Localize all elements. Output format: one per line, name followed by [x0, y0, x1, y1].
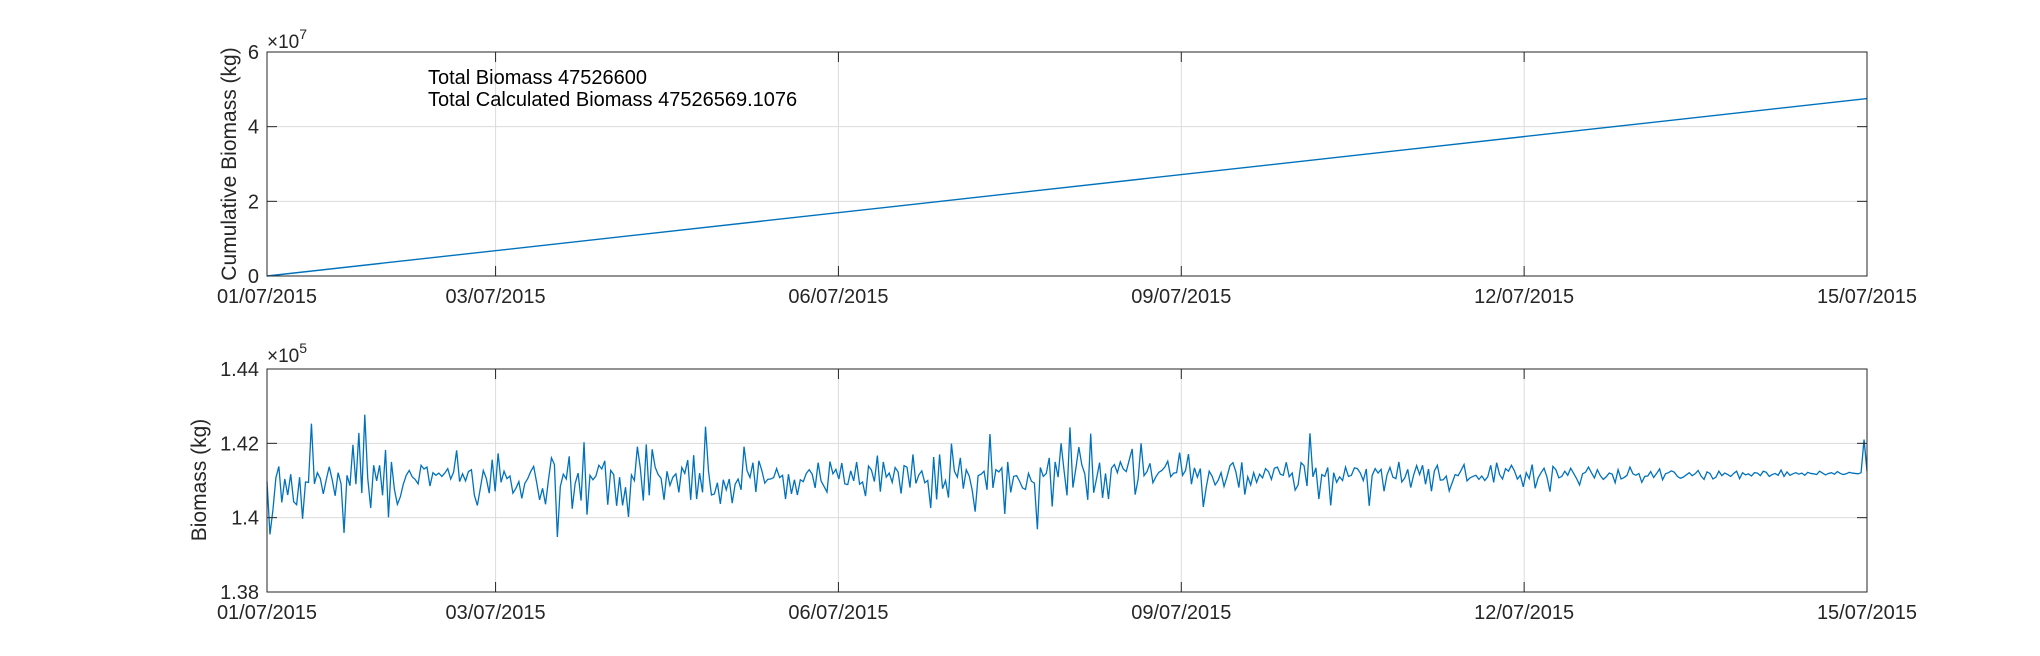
top-y-exponent-power: 7 [299, 26, 307, 42]
x-tick-label: 09/07/2015 [1131, 286, 1231, 308]
top-axes-box [266, 51, 1868, 277]
bottom-x-ticks: 01/07/2015 03/07/2015 06/07/2015 09/07/2015… [217, 369, 1917, 624]
top-axes: 0 2 4 6 01/07/2015 03/07/2015 06/07/2015 09/07… [217, 26, 1917, 308]
top-x-ticks: 01/07/2015 03/07/2015 06/07/2015 09/07/2015… [217, 52, 1917, 308]
x-tick-label: 01/07/2015 [217, 602, 317, 624]
y-tick-label: 1.44 [220, 359, 259, 381]
y-tick-label: 4 [248, 117, 259, 139]
y-tick-label: 6 [248, 42, 259, 64]
top-plot-area [267, 52, 1867, 276]
x-tick-label: 09/07/2015 [1131, 602, 1231, 624]
y-tick-label: 0 [248, 266, 259, 288]
annotation-total-calculated-biomass: Total Calculated Biomass 47526569.1076 [428, 89, 797, 111]
x-tick-label: 06/07/2015 [788, 286, 888, 308]
y-tick-label: 2 [248, 191, 259, 213]
top-series-line [266, 97, 1868, 277]
top-y-exponent: ×107 [267, 26, 307, 53]
top-y-label: Cumulative Biomass (kg) [218, 47, 241, 280]
x-tick-label: 15/07/2015 [1817, 602, 1917, 624]
y-tick-label: 1.42 [220, 433, 259, 455]
y-tick-label: 1.4 [231, 508, 259, 530]
bottom-y-exponent: ×105 [267, 340, 307, 367]
bottom-grid [267, 369, 1867, 592]
y-tick-label: 1.38 [220, 582, 259, 604]
bottom-axes-box [266, 368, 1868, 593]
x-tick-label: 06/07/2015 [788, 602, 888, 624]
bottom-axes: 1.38 1.4 1.42 1.44 01/07/2015 03/07/2015 06/0… [188, 340, 1917, 624]
x-tick-label: 15/07/2015 [1817, 286, 1917, 308]
x-tick-label: 03/07/2015 [446, 286, 546, 308]
annotation-total-biomass: Total Biomass 47526600 [428, 67, 647, 89]
top-grid [267, 52, 1867, 276]
bottom-y-label: Biomass (kg) [188, 419, 211, 542]
bottom-series-line [266, 414, 1868, 538]
bottom-y-ticks: 1.38 1.4 1.42 1.44 [220, 359, 1867, 604]
top-y-ticks: 0 2 4 6 [248, 42, 1867, 288]
x-tick-label: 03/07/2015 [446, 602, 546, 624]
x-tick-label: 12/07/2015 [1474, 602, 1574, 624]
x-tick-label: 01/07/2015 [217, 286, 317, 308]
bottom-y-exponent-power: 5 [299, 340, 307, 356]
x-tick-label: 12/07/2015 [1474, 286, 1574, 308]
